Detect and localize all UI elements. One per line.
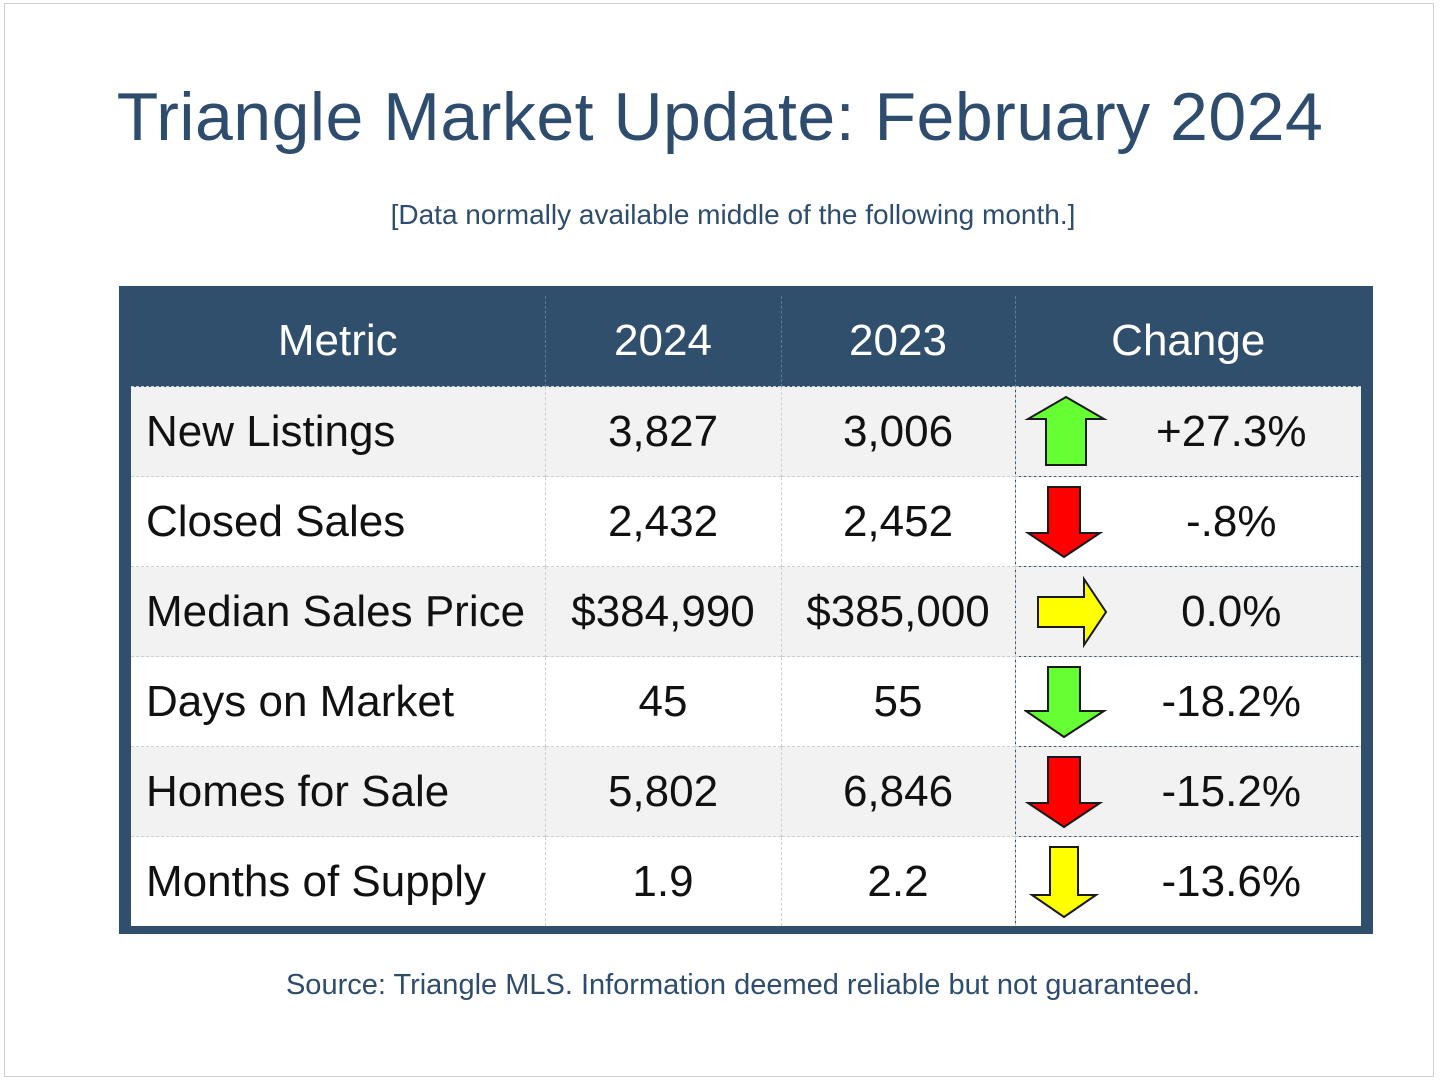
change-cell: 0.0%	[1015, 566, 1361, 657]
header-change: Change	[1111, 316, 1266, 365]
metric-cell: Closed Sales	[131, 476, 546, 567]
header-metric: Metric	[131, 296, 546, 387]
value-2023-cell: $385,000	[781, 566, 1016, 657]
page-subtitle: [Data normally available middle of the f…	[390, 199, 1076, 230]
change-value: -15.2%	[1161, 766, 1301, 816]
value-2024-cell: 3,827	[545, 386, 782, 477]
table-row: Closed Sales 2,432 2,452 -.8%	[131, 476, 1361, 567]
metric-cell: New Listings	[131, 386, 546, 477]
down-arrow-icon	[1024, 756, 1103, 829]
change-value: 0.0%	[1181, 586, 1282, 636]
value-2023-cell: 2.2	[781, 836, 1016, 926]
metric-cell: Median Sales Price	[131, 566, 546, 657]
change-cell: -18.2%	[1015, 656, 1361, 747]
value-2024-cell: 45	[545, 656, 782, 747]
value-2023-cell: 2,452	[781, 476, 1016, 567]
change-value: -18.2%	[1161, 676, 1301, 726]
table-row: Median Sales Price $384,990 $385,000 0.0…	[131, 566, 1361, 657]
change-value: -.8%	[1186, 496, 1277, 546]
metric-cell: Months of Supply	[131, 836, 546, 926]
source-note: Source: Triangle MLS. Information deemed…	[285, 969, 1201, 1001]
change-cell: -.8%	[1015, 476, 1361, 567]
header-2024: 2024	[545, 296, 782, 387]
change-cell: -13.6%	[1015, 836, 1361, 926]
table-row: Days on Market 45 55 -18.2%	[131, 656, 1361, 747]
change-value: -13.6%	[1161, 856, 1301, 906]
down-arrow-icon	[1023, 666, 1107, 739]
value-2023-cell: 3,006	[781, 386, 1016, 477]
right-arrow-icon	[1036, 575, 1107, 649]
change-value: +27.3%	[1156, 406, 1307, 456]
metric-cell: Days on Market	[131, 656, 546, 747]
header-2023: 2023	[781, 296, 1016, 387]
value-2024-cell: 5,802	[545, 746, 782, 837]
value-2024-cell: 2,432	[545, 476, 782, 567]
value-2024-cell: $384,990	[545, 566, 782, 657]
table-row: Months of Supply 1.9 2.2 -13.6%	[131, 836, 1361, 926]
value-2023-cell: 6,846	[781, 746, 1016, 837]
table-row: New Listings 3,827 3,006 +27.3%	[131, 386, 1361, 477]
table-row: Homes for Sale 5,802 6,846 -15.2%	[131, 746, 1361, 837]
change-cell: -15.2%	[1015, 746, 1361, 837]
value-2023-cell: 55	[781, 656, 1016, 747]
page-title: Triangle Market Update: February 2024	[116, 79, 1324, 155]
metric-cell: Homes for Sale	[131, 746, 546, 837]
down-arrow-icon	[1028, 846, 1099, 919]
market-table-frame: Metric 2024 2023 Change New Listings 3,8…	[119, 286, 1373, 934]
up-arrow-icon	[1023, 395, 1108, 466]
change-cell: +27.3%	[1015, 386, 1361, 477]
table-header-row: Metric 2024 2023 Change	[131, 296, 1361, 387]
market-table: Metric 2024 2023 Change New Listings 3,8…	[131, 296, 1361, 926]
down-arrow-icon	[1024, 486, 1103, 559]
value-2024-cell: 1.9	[545, 836, 782, 926]
